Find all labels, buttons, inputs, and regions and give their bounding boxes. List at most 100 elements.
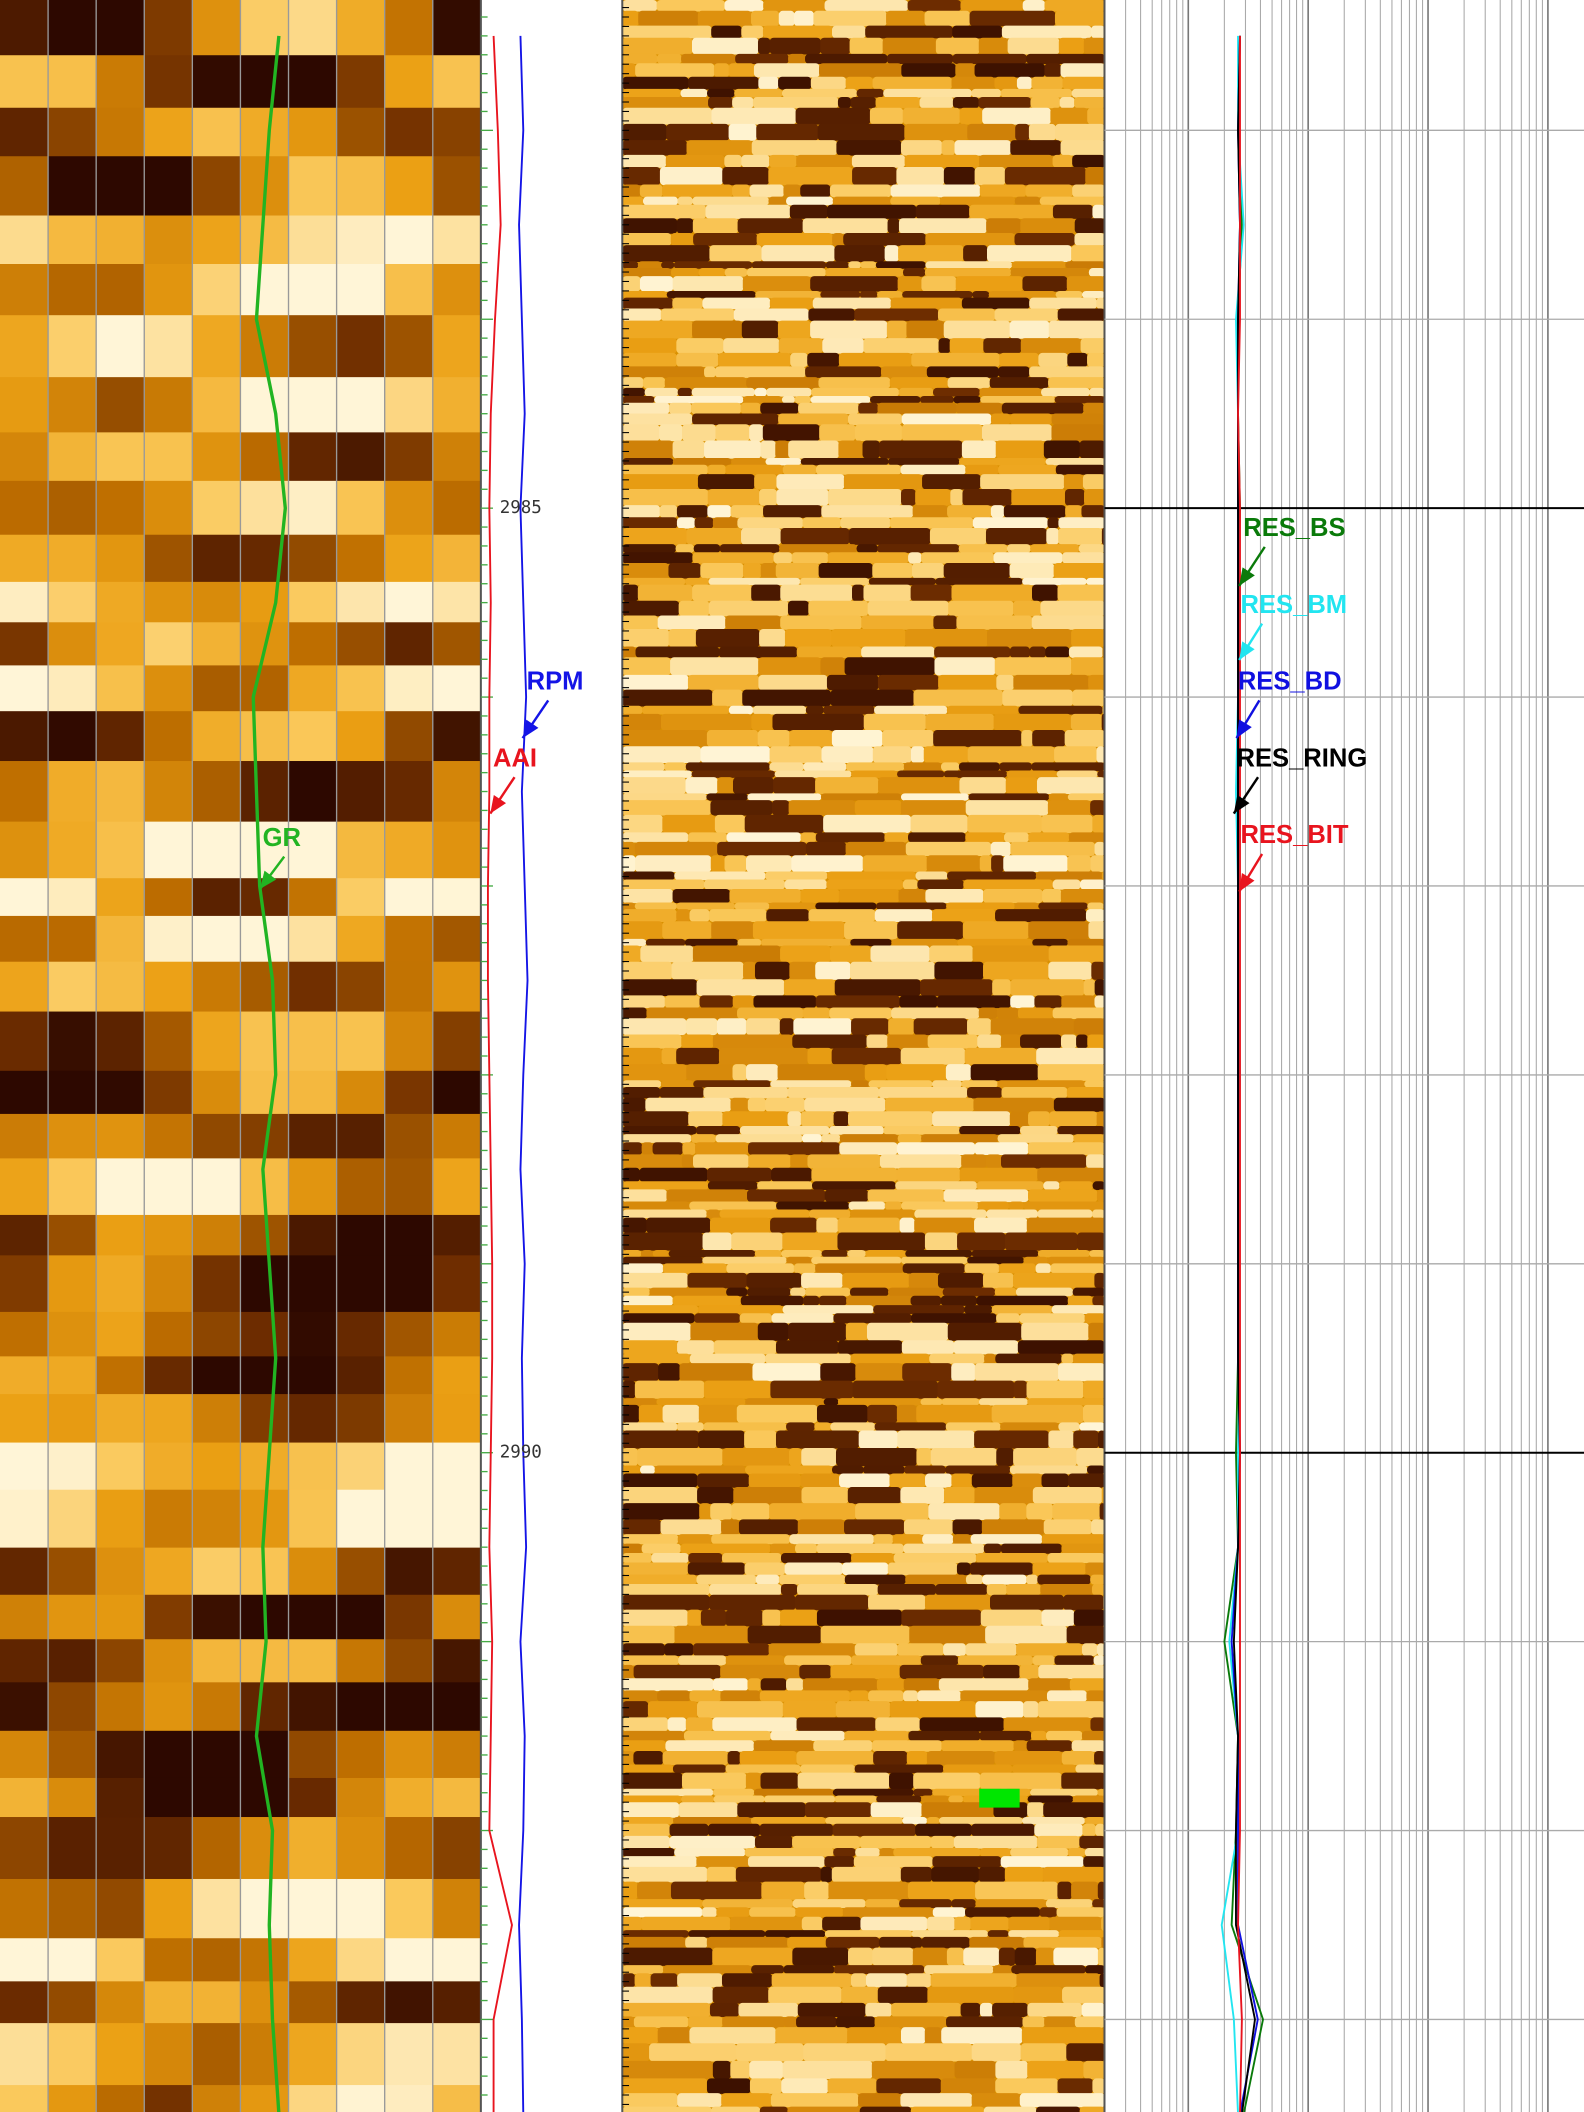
image-cell: [689, 1690, 722, 1702]
heat-cell: [144, 1255, 194, 1313]
image-cell: [994, 308, 1059, 322]
image-cell: [1057, 584, 1106, 602]
image-cell: [1082, 1823, 1096, 1837]
image-cell: [832, 1823, 916, 1837]
image-cell: [692, 413, 779, 425]
image-cell: [710, 800, 773, 816]
image-cell: [896, 1167, 961, 1182]
heat-cell: [144, 1777, 194, 1818]
image-cell: [633, 2016, 689, 2028]
image-cell: [971, 1249, 1039, 1258]
arrow-head: [1239, 873, 1255, 892]
image-cell: [622, 396, 655, 404]
heat-cell: [0, 1639, 49, 1683]
image-cell: [622, 297, 673, 310]
image-cell: [764, 1930, 826, 1938]
image-cell: [986, 1209, 1039, 1219]
image-cell: [821, 1134, 841, 1143]
image-cell: [900, 1047, 966, 1065]
image-cell: [732, 96, 754, 109]
heat-cell: [192, 315, 242, 378]
image-cell: [786, 196, 834, 206]
heat-cell: [192, 215, 242, 265]
image-cell: [723, 338, 780, 354]
image-cell: [761, 1881, 805, 1900]
image-cell: [805, 1287, 851, 1297]
heat-cell: [432, 1639, 482, 1683]
image-cell: [1086, 1690, 1106, 1702]
image-cell: [1032, 1655, 1056, 1666]
image-cell: [684, 938, 739, 947]
heat-cell: [48, 1878, 97, 1939]
image-cell: [734, 88, 783, 98]
image-cell: [883, 88, 972, 98]
curves: [251, 35, 1264, 2112]
image-cell: [955, 63, 976, 78]
image-cell: [622, 1249, 642, 1258]
image-cell: [889, 1772, 914, 1790]
image-cell: [1029, 297, 1097, 310]
image-cell: [971, 1473, 1013, 1488]
image-cell: [781, 2078, 829, 2094]
image-cell: [906, 1751, 928, 1766]
image-cell: [831, 1047, 902, 1065]
image-cell: [835, 1447, 918, 1467]
image-cell: [815, 995, 901, 1009]
image-cell: [943, 1189, 1029, 1203]
image-cell: [622, 140, 688, 156]
image-cell: [622, 1086, 661, 1099]
image-cell: [622, 544, 677, 553]
image-cell: [640, 1249, 654, 1258]
image-cell: [768, 1643, 856, 1657]
heat-cell: [384, 1938, 434, 1983]
image-cell: [885, 2043, 973, 2062]
image-cell: [963, 879, 1054, 890]
heat-cell: [192, 761, 242, 823]
image-cell: [871, 2060, 956, 2079]
image-cell: [676, 517, 696, 529]
image-cell: [903, 1690, 919, 1702]
image-cell: [917, 879, 964, 890]
image-cell: [815, 832, 886, 843]
image-cell: [961, 1080, 998, 1088]
heat-cell: [48, 1394, 97, 1444]
arrow-head: [522, 719, 539, 739]
image-cell: [986, 218, 1021, 234]
image-cell: [797, 2002, 866, 2018]
image-cell: [749, 424, 764, 442]
heat-cell: [192, 1547, 242, 1596]
heat-cell: [384, 1356, 434, 1395]
image-cell: [915, 871, 948, 881]
image-cell: [622, 1899, 703, 1908]
image-cell: [1041, 387, 1090, 397]
image-cell: [825, 261, 849, 269]
image-cell: [622, 261, 639, 269]
image-cell: [875, 96, 921, 109]
heat-cell: [0, 1981, 49, 2024]
image-cell: [924, 10, 971, 27]
image-cell: [784, 879, 828, 890]
image-cell: [659, 505, 678, 518]
image-cell: [741, 154, 770, 168]
image-cell: [1052, 1503, 1101, 1521]
heat-cell: [96, 665, 145, 712]
image-cell: [715, 1134, 803, 1143]
heat-cell: [144, 915, 194, 963]
heat-cell: [48, 315, 97, 378]
heat-cell: [96, 534, 145, 583]
image-cell: [946, 705, 1020, 715]
image-cell: [1021, 1322, 1089, 1341]
image-cell: [959, 107, 983, 125]
heat-cell: [48, 711, 97, 762]
image-cell: [841, 1986, 879, 2004]
heat-cell: [432, 432, 482, 482]
image-cell: [747, 1189, 826, 1203]
image-cell: [622, 63, 636, 78]
heat-cell: [0, 821, 49, 879]
image-cell: [943, 167, 976, 186]
heat-cell: [336, 665, 386, 712]
heat-cell: [144, 1442, 194, 1491]
image-cell: [673, 1817, 752, 1825]
image-cell: [775, 563, 820, 579]
